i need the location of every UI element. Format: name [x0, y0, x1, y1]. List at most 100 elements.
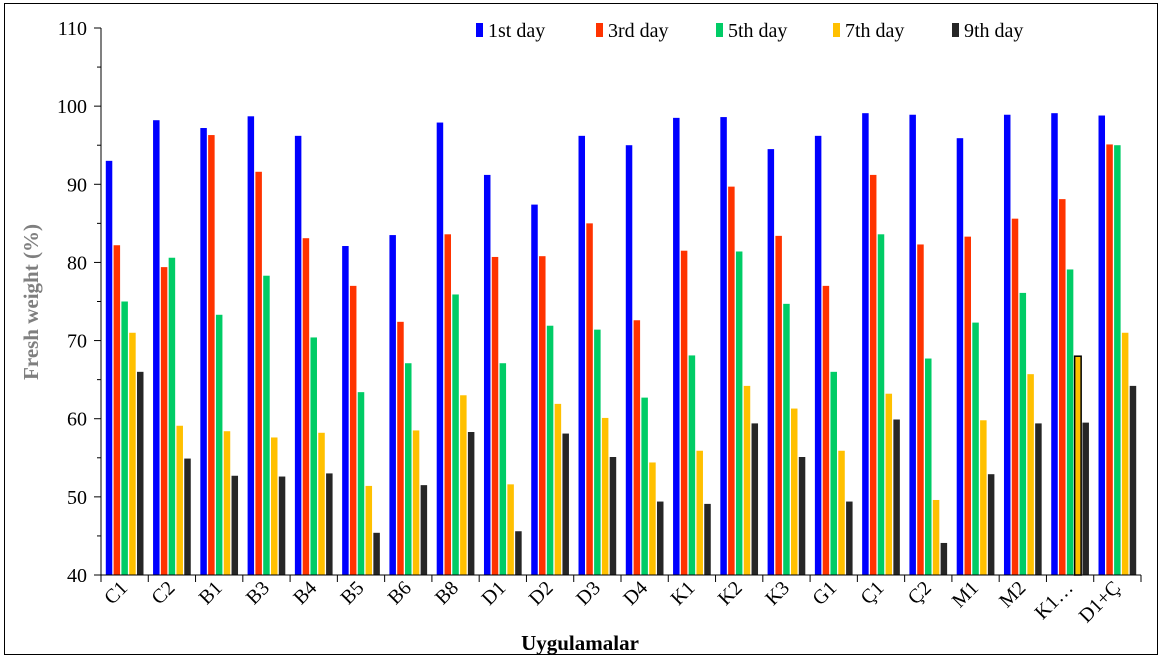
bar-4-18	[933, 500, 940, 575]
x-tick-label-9: D1	[477, 577, 510, 610]
bar-5-10	[562, 434, 569, 575]
legend-label-4: 7th day	[845, 20, 904, 42]
x-tick-label-3: B1	[195, 577, 227, 609]
legend-label-3: 5th day	[728, 20, 787, 42]
x-tick-label-20: M2	[995, 577, 1030, 612]
bar-4-16	[838, 451, 845, 575]
bar-2-12	[634, 320, 641, 575]
bar-2-18	[917, 244, 924, 575]
bar-2-21	[1059, 199, 1066, 575]
x-tick-label-10: D2	[525, 577, 558, 610]
bar-3-12	[641, 398, 648, 575]
bar-4-12	[649, 462, 656, 575]
legend-label-5: 9th day	[964, 20, 1023, 42]
x-tick-label-21: K1…	[1031, 577, 1078, 624]
x-tick-label-7: B6	[384, 577, 416, 609]
bar-5-16	[846, 502, 853, 575]
bar-1-22	[1099, 116, 1106, 575]
bar-4-15	[791, 409, 798, 575]
x-tick-label-11: D3	[572, 577, 605, 610]
x-tick-label-13: K1	[667, 577, 700, 610]
bar-2-16	[823, 286, 830, 575]
x-tick-label-16: G1	[808, 577, 841, 610]
bar-5-14	[752, 423, 759, 575]
bar-1-16	[815, 136, 822, 575]
bar-4-9	[507, 484, 514, 575]
legend-label-1: 1st day	[488, 20, 545, 42]
bar-4-22	[1122, 333, 1129, 575]
bar-2-14	[728, 187, 735, 575]
bar-4-7	[413, 430, 420, 575]
bar-5-6	[373, 533, 380, 575]
bar-3-18	[925, 359, 932, 575]
bar-2-13	[681, 251, 688, 575]
bar-2-19	[965, 237, 972, 575]
bar-5-7	[421, 485, 428, 575]
bar-5-5	[326, 473, 333, 575]
bar-3-6	[358, 392, 365, 575]
bar-3-4	[263, 276, 270, 575]
bar-3-5	[310, 337, 317, 575]
bar-4-14	[744, 386, 751, 575]
bar-1-11	[579, 136, 586, 575]
bar-1-20	[1004, 115, 1011, 575]
bar-5-17	[893, 420, 900, 576]
bar-1-7	[389, 235, 396, 575]
bar-1-15	[768, 149, 775, 575]
bar-3-21	[1067, 269, 1074, 575]
bar-5-2	[184, 459, 191, 575]
bar-3-20	[1020, 293, 1027, 575]
bar-5-22	[1130, 386, 1137, 575]
bar-4-19	[980, 420, 987, 575]
x-tick-label-12: D4	[619, 577, 652, 610]
bar-1-4	[248, 116, 255, 575]
bar-2-11	[586, 223, 593, 575]
bar-1-9	[484, 175, 491, 575]
x-tick-label-4: B3	[242, 577, 274, 609]
y-tick-label-40: 40	[67, 565, 87, 587]
y-tick-label-50: 50	[67, 487, 87, 509]
bar-5-15	[799, 457, 806, 575]
bar-3-22	[1114, 145, 1121, 575]
bar-1-2	[153, 120, 160, 575]
bar-3-7	[405, 363, 412, 575]
bar-3-13	[689, 355, 696, 575]
bar-2-9	[492, 257, 499, 575]
legend: 1st day 3rd day 5th day 7th day 9th day	[476, 20, 1023, 42]
bar-5-20	[1035, 423, 1042, 575]
bar-4-4	[271, 437, 278, 575]
bar-4-8	[460, 395, 467, 575]
bar-4-17	[886, 394, 893, 575]
bar-4-6	[366, 486, 373, 575]
bar-5-21	[1082, 423, 1089, 575]
bar-2-15	[775, 236, 782, 575]
bar-4-13	[696, 451, 703, 575]
bar-2-5	[303, 238, 310, 575]
bar-4-10	[555, 404, 562, 575]
bar-2-4	[255, 172, 262, 575]
bar-3-11	[594, 330, 601, 575]
y-tick-label-100: 100	[57, 96, 87, 118]
bar-1-6	[342, 246, 349, 575]
bar-2-1	[114, 245, 121, 575]
x-tick-label-22: D1+Ç	[1075, 577, 1125, 627]
bar-4-20	[1027, 374, 1034, 575]
bar-3-19	[972, 323, 979, 575]
bar-1-10	[531, 205, 538, 575]
legend-swatch-4	[833, 23, 840, 37]
legend-swatch-2	[596, 23, 603, 37]
bar-1-12	[626, 145, 633, 575]
bar-4-2	[176, 426, 183, 575]
bar-1-14	[720, 117, 727, 575]
legend-swatch-5	[952, 23, 959, 37]
bar-1-3	[200, 128, 207, 575]
bar-3-9	[500, 363, 507, 575]
bar-1-13	[673, 118, 680, 575]
x-tick-label-18: Ç2	[904, 577, 936, 609]
bar-3-10	[547, 326, 554, 575]
bar-4-5	[318, 433, 325, 575]
y-tick-label-90: 90	[67, 174, 87, 196]
bar-2-6	[350, 286, 357, 575]
bar-2-8	[445, 234, 452, 575]
bar-1-21	[1051, 113, 1058, 575]
